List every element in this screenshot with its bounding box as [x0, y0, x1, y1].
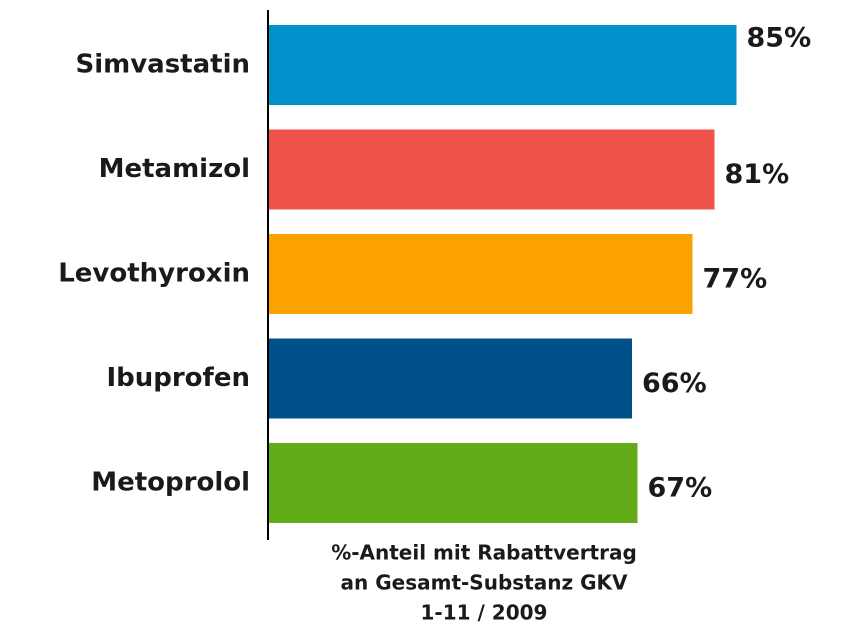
category-label: Simvastatin [75, 50, 250, 80]
bar [269, 443, 638, 523]
axis-label: %-Anteil mit Rabattvertrag [331, 541, 637, 565]
bar [269, 129, 715, 210]
value-label: 77% [703, 264, 768, 295]
category-label: Ibuprofen [106, 363, 250, 393]
value-label: 66% [642, 368, 707, 399]
bar [269, 338, 632, 419]
bar [269, 234, 693, 314]
bar [269, 25, 737, 105]
category-label: Metoprolol [91, 468, 250, 498]
category-label: Metamizol [99, 154, 250, 184]
value-label: 85% [747, 23, 812, 54]
axis-label: an Gesamt-Substanz GKV [341, 571, 628, 595]
value-label: 67% [648, 473, 713, 504]
value-label: 81% [725, 159, 790, 190]
category-label: Levothyroxin [58, 259, 250, 289]
axis-label: 1-11 / 2009 [421, 601, 548, 625]
